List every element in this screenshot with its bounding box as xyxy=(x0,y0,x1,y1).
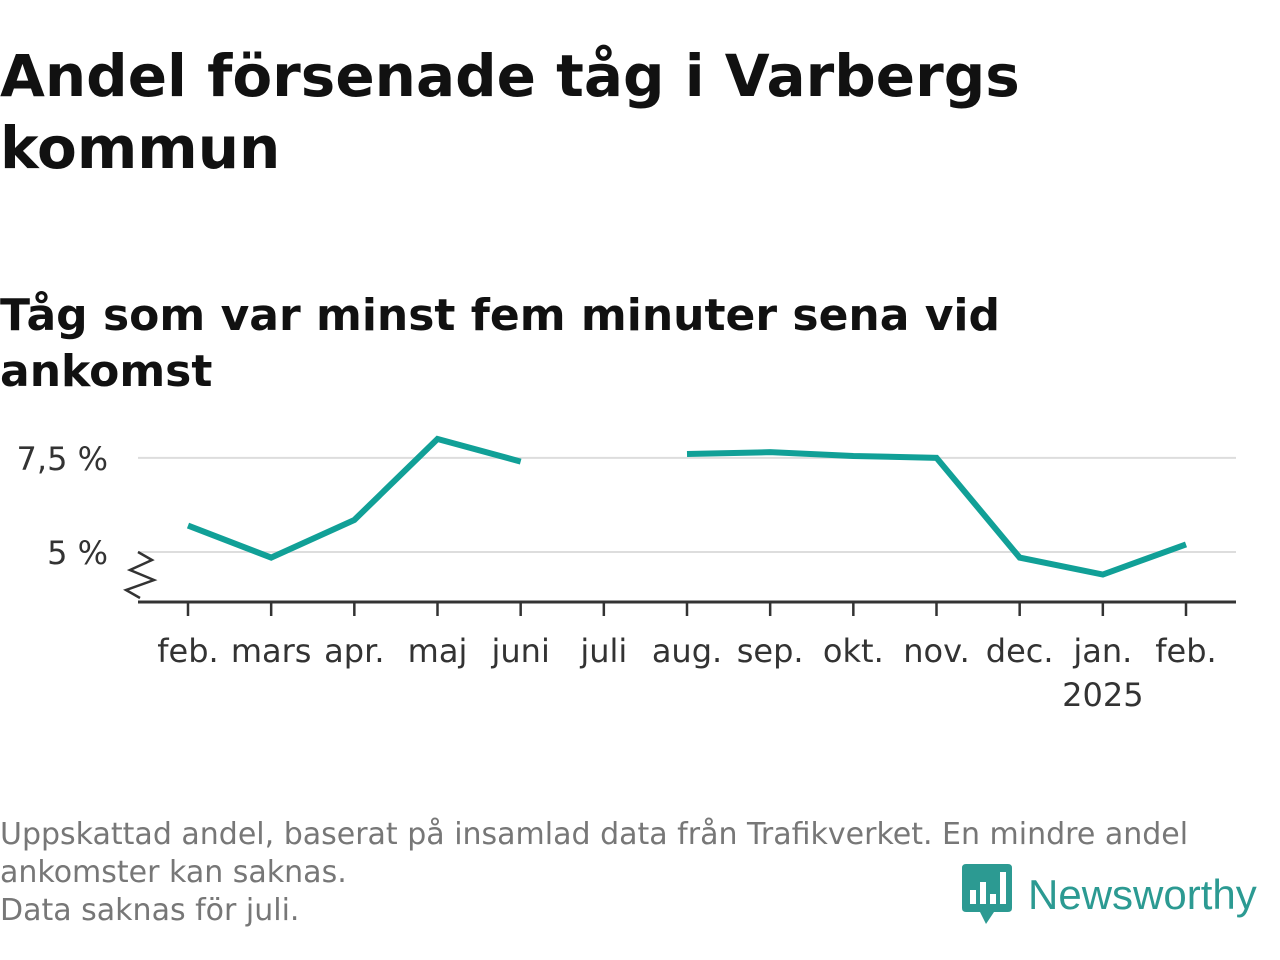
x-tick-label-9: nov. xyxy=(903,632,969,670)
x-tick-label-7: sep. xyxy=(737,632,804,670)
x-year-label-0: 2025 xyxy=(1062,676,1143,714)
x-tick-label-12: feb. xyxy=(1155,632,1216,670)
series-0-segment-0 xyxy=(186,435,522,561)
x-axis xyxy=(123,550,1236,616)
x-tick-label-2: apr. xyxy=(324,632,384,670)
series-lines xyxy=(186,435,1188,578)
axis-break-icon xyxy=(123,550,158,600)
newsworthy-logo: Newsworthy xyxy=(962,862,1257,928)
x-tick-label-8: okt. xyxy=(823,632,884,670)
chart-title: Andel försenade tåg i Varbergs kommun xyxy=(0,42,1020,182)
x-axis-labels: feb. mars apr. maj juni juli aug. sep. okt. nov. d… xyxy=(157,632,1216,714)
footnote-line-2: ankomster kan saknas. xyxy=(0,855,347,890)
y-tick-label-0: 5 % xyxy=(47,534,108,572)
footnote-line-3: Data saknas för juli. xyxy=(0,893,300,928)
y-tick-label-1: 7,5 % xyxy=(17,440,108,478)
x-tick-label-5: juli xyxy=(579,632,627,670)
y-axis-labels: 5 % 7,5 % xyxy=(17,440,108,572)
x-tick-label-4: juni xyxy=(490,632,549,670)
series-0-segment-1 xyxy=(686,449,1188,578)
footnote-line-1: Uppskattad andel, baserat på insamlad da… xyxy=(0,817,1189,852)
x-tick-label-1: mars xyxy=(231,632,312,670)
chart-subtitle: Tåg som var minst fem minuter sena vid a… xyxy=(0,290,1001,397)
footnote: Uppskattad andel, baserat på insamlad da… xyxy=(0,816,1270,930)
gridlines xyxy=(138,456,1236,553)
x-tick-label-3: maj xyxy=(408,632,468,670)
bar-chart-bubble-icon xyxy=(962,864,1012,924)
x-tick-label-10: dec. xyxy=(986,632,1054,670)
x-tick-label-6: aug. xyxy=(652,632,722,670)
x-tick-label-0: feb. xyxy=(157,632,218,670)
x-tick-label-11: jan. xyxy=(1072,632,1132,670)
brand-name: Newsworthy xyxy=(1028,871,1257,918)
